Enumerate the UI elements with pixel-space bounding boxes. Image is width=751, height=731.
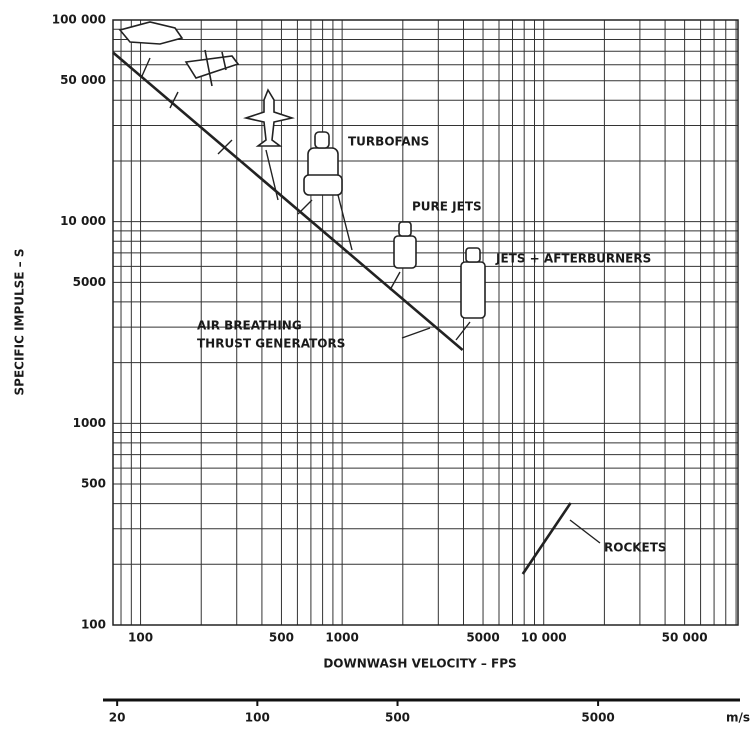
helicopter-icon bbox=[118, 21, 184, 45]
x2-tick-label: 500 bbox=[385, 711, 410, 725]
x-tick-label: 50 000 bbox=[662, 631, 708, 645]
arrows bbox=[141, 57, 601, 544]
y-axis-label: SPECIFIC IMPULSE – S bbox=[13, 249, 27, 396]
x2-tick-label: 100 bbox=[245, 711, 270, 725]
y-tick-label: 100 bbox=[81, 618, 106, 632]
x2-axis-label: m/s bbox=[726, 711, 750, 725]
y-tick-label: 500 bbox=[81, 477, 106, 491]
x-tick-label: 100 bbox=[128, 631, 153, 645]
y-tick-label: 100 000 bbox=[52, 13, 106, 27]
y-tick-label: 10 000 bbox=[60, 214, 106, 228]
data-line bbox=[112, 51, 464, 351]
grid bbox=[113, 19, 738, 626]
annotation: PURE JETS bbox=[412, 200, 482, 214]
annotation: JETS + AFTERBURNERS bbox=[495, 252, 651, 266]
annotation: ROCKETS bbox=[604, 541, 667, 555]
x-tick-label: 5000 bbox=[466, 631, 499, 645]
y-tick-label: 5000 bbox=[73, 275, 106, 289]
data-line bbox=[521, 502, 572, 575]
turbofan-top bbox=[314, 131, 330, 149]
afterburner-icon bbox=[460, 261, 486, 319]
purejet-icon bbox=[393, 235, 417, 269]
x2-tick-label: 20 bbox=[109, 711, 126, 725]
purejet-top bbox=[398, 221, 412, 237]
y-tick-label: 50 000 bbox=[60, 73, 106, 87]
aircraft-icon bbox=[184, 49, 240, 87]
plot-frame bbox=[112, 19, 739, 626]
annotation: AIR BREATHING bbox=[197, 319, 302, 333]
x2-tick-label: 5000 bbox=[581, 711, 614, 725]
x-tick-label: 500 bbox=[269, 631, 294, 645]
x-axis-label: DOWNWASH VELOCITY – FPS bbox=[323, 657, 516, 671]
icons bbox=[118, 21, 601, 544]
jet-icon bbox=[243, 88, 295, 147]
annotation: TURBOFANS bbox=[348, 135, 429, 149]
turbofan-fan bbox=[303, 174, 343, 196]
x-tick-label: 10 000 bbox=[521, 631, 567, 645]
y-tick-label: 1000 bbox=[73, 416, 106, 430]
annotation: THRUST GENERATORS bbox=[197, 337, 345, 351]
afterburner-top bbox=[465, 247, 481, 263]
x-tick-label: 1000 bbox=[325, 631, 358, 645]
